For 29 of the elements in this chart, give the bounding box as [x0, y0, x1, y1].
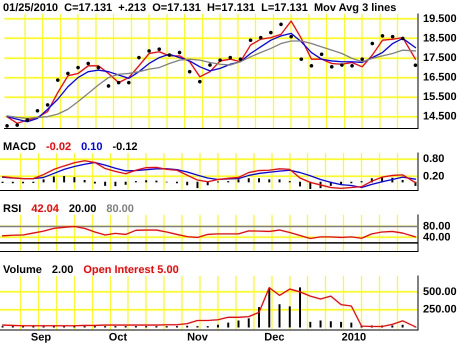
y-tick-label: 0.80: [423, 153, 444, 166]
y-tick-label: 250.00: [423, 304, 457, 316]
y-tick-label: 80.00: [423, 220, 451, 233]
chart-title: MACD: [3, 141, 36, 153]
y-tick-label: 18.500: [423, 32, 457, 44]
y-tick-label: 17.500: [423, 52, 457, 64]
series-label: 42.04: [31, 203, 60, 215]
text: Open Interest 5.00: [83, 264, 179, 276]
series-label: -0.02: [46, 141, 72, 153]
text: 2.00: [52, 264, 74, 276]
y-tick-label: 0.20: [423, 170, 444, 182]
x-tick-label: 2010: [342, 331, 366, 344]
y-tick-label: 40.00: [423, 231, 451, 244]
y-tick-label: 15.500: [423, 91, 457, 104]
y-tick-label: 19.500: [423, 12, 457, 25]
chart-title: RSI: [3, 203, 22, 215]
ref-line-label: 80.00: [106, 203, 134, 215]
x-tick-label: Dec: [264, 331, 284, 344]
chart-title: Volume: [3, 264, 42, 276]
chart-title: 01/25/2010 C=17.131 +.213 O=17.131 H=17.131 L=17.131 Mov Avg 3 lines: [3, 2, 396, 14]
y-tick-label: 16.500: [423, 72, 457, 84]
x-tick-label: Sep: [30, 331, 52, 344]
text: -0.12: [112, 141, 138, 153]
ref-line-label: 20.00: [68, 203, 96, 215]
series-label: 0.10: [81, 141, 102, 153]
x-tick-label: Nov: [187, 331, 209, 344]
y-tick-label: 500.00: [423, 286, 457, 298]
x-tick-label: Oct: [108, 331, 128, 344]
y-tick-label: 14.500: [423, 110, 457, 123]
